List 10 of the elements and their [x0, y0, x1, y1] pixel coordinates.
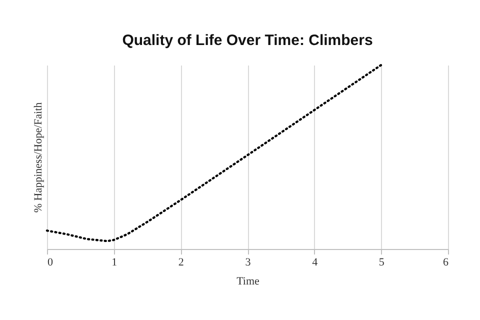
x-tick-label: 2 [178, 256, 184, 268]
chart-title: Quality of Life Over Time: Climbers [122, 32, 373, 49]
x-tick-label: 0 [48, 256, 54, 268]
y-axis-title: % Happiness/Hope/Faith [32, 102, 44, 213]
x-tick-label: 3 [245, 256, 252, 268]
x-tick-label: 6 [443, 256, 449, 268]
x-tick-label: 4 [312, 256, 318, 268]
x-tick-label: 5 [378, 256, 385, 268]
x-axis-title: Time [236, 276, 260, 288]
x-tick-label: 1 [112, 256, 118, 268]
